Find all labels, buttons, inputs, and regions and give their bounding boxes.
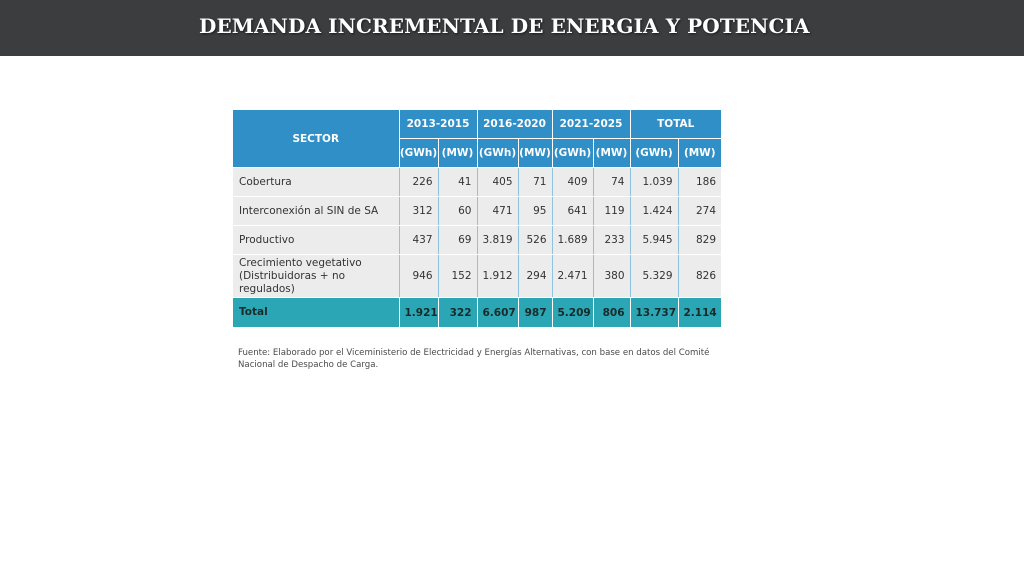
table-cell: 380: [592, 254, 630, 298]
table-cell: 312: [398, 196, 438, 226]
table-cell: 437: [398, 225, 438, 255]
unit-header: (MW): [517, 138, 552, 168]
table-cell: 471: [476, 196, 518, 226]
unit-header: (MW): [677, 138, 722, 168]
total-cell: 806: [592, 297, 630, 328]
table-row: Interconexión al SIN de SA 312 60 471 95…: [233, 196, 722, 226]
table-cell: 1.424: [629, 196, 678, 226]
table-row: Crecimiento vegetativo (Distribuidoras +…: [233, 254, 722, 298]
total-cell: 6.607: [476, 297, 518, 328]
title-bar: DEMANDA INCREMENTAL DE ENERGIA Y POTENCI…: [0, 0, 1024, 56]
unit-header: (GWh): [629, 138, 678, 168]
table-cell: 69: [437, 225, 477, 255]
slide-title: DEMANDA INCREMENTAL DE ENERGIA Y POTENCI…: [199, 14, 810, 38]
unit-header: (GWh): [476, 138, 518, 168]
row-label: Productivo: [233, 225, 399, 255]
period-header: TOTAL: [629, 110, 722, 139]
table-cell: 826: [677, 254, 722, 298]
total-cell: 5.209: [551, 297, 593, 328]
table-cell: 1.912: [476, 254, 518, 298]
total-cell: 13.737: [629, 297, 678, 328]
table-row: Productivo 437 69 3.819 526 1.689 233 5.…: [233, 225, 722, 255]
unit-header: (GWh): [398, 138, 438, 168]
table-cell: 409: [551, 167, 593, 197]
table-cell: 5.945: [629, 225, 678, 255]
unit-header: (MW): [592, 138, 630, 168]
row-label-line: (Distribuidoras + no regulados): [239, 269, 346, 295]
table-cell: 405: [476, 167, 518, 197]
table-cell: 1.039: [629, 167, 678, 197]
table-cell: 186: [677, 167, 722, 197]
unit-header: (MW): [437, 138, 477, 168]
table-cell: 1.689: [551, 225, 593, 255]
table-cell: 60: [437, 196, 477, 226]
table-cell: 41: [437, 167, 477, 197]
total-label: Total: [233, 297, 399, 328]
table-cell: 829: [677, 225, 722, 255]
row-label: Interconexión al SIN de SA: [233, 196, 399, 226]
table-cell: 152: [437, 254, 477, 298]
total-cell: 1.921: [398, 297, 438, 328]
table-cell: 226: [398, 167, 438, 197]
table-cell: 71: [517, 167, 552, 197]
sector-header: SECTOR: [233, 110, 399, 168]
total-row: Total 1.921 322 6.607 987 5.209 806 13.7…: [233, 297, 722, 328]
table-cell: 946: [398, 254, 438, 298]
table-cell: 294: [517, 254, 552, 298]
row-label: Crecimiento vegetativo (Distribuidoras +…: [233, 254, 399, 298]
unit-header: (GWh): [551, 138, 593, 168]
table-cell: 2.471: [551, 254, 593, 298]
table-cell: 526: [517, 225, 552, 255]
table-cell: 3.819: [476, 225, 518, 255]
total-cell: 2.114: [677, 297, 722, 328]
footnote-line: Nacional de Despacho de Carga.: [238, 360, 379, 370]
total-cell: 987: [517, 297, 552, 328]
table-cell: 74: [592, 167, 630, 197]
source-footnote: Fuente: Elaborado por el Viceministerio …: [238, 347, 728, 371]
period-header: 2016-2020: [476, 110, 552, 139]
row-label: Cobertura: [233, 167, 399, 197]
table-cell: 274: [677, 196, 722, 226]
table-cell: 641: [551, 196, 593, 226]
period-header: 2021-2025: [551, 110, 630, 139]
table-row: Cobertura 226 41 405 71 409 74 1.039 186: [233, 167, 722, 197]
total-cell: 322: [437, 297, 477, 328]
period-header: 2013-2015: [398, 110, 477, 139]
table-cell: 119: [592, 196, 630, 226]
row-label-line: Crecimiento vegetativo: [239, 256, 362, 269]
table-cell: 233: [592, 225, 630, 255]
footnote-line: Fuente: Elaborado por el Viceministerio …: [238, 348, 710, 358]
table-cell: 95: [517, 196, 552, 226]
demand-table-container: SECTOR 2013-2015 2016-2020 2021-2025 TOT…: [233, 110, 722, 328]
table-cell: 5.329: [629, 254, 678, 298]
demand-table: SECTOR 2013-2015 2016-2020 2021-2025 TOT…: [233, 110, 722, 328]
